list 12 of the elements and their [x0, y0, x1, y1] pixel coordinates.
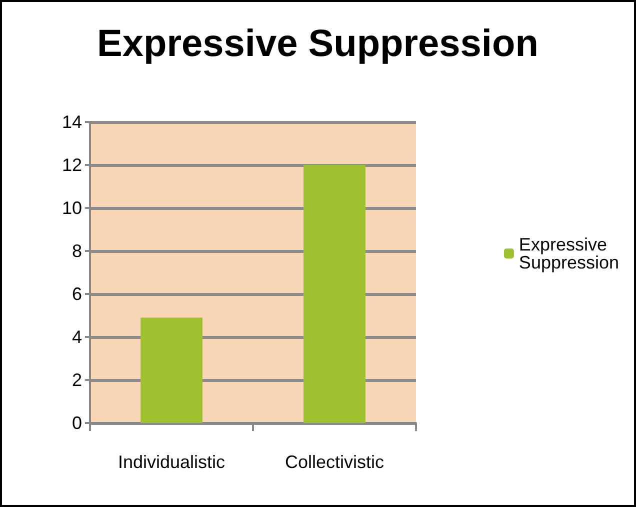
x-tick-label: Individualistic [118, 452, 226, 472]
y-tick-label: 2 [72, 370, 82, 390]
x-tick-label: Collectivistic [284, 452, 384, 472]
y-tick-label: 12 [62, 155, 82, 175]
chart-title: Expressive Suppression [97, 23, 538, 65]
legend-label: Expressive Suppression [518, 234, 620, 272]
y-tick-label: 10 [62, 198, 82, 218]
y-tick-label: 8 [72, 241, 82, 261]
y-tick-label: 14 [62, 112, 82, 132]
y-tick-label: 4 [72, 327, 82, 347]
y-tick-label: 6 [72, 284, 82, 304]
y-tick-label: 0 [72, 413, 82, 433]
